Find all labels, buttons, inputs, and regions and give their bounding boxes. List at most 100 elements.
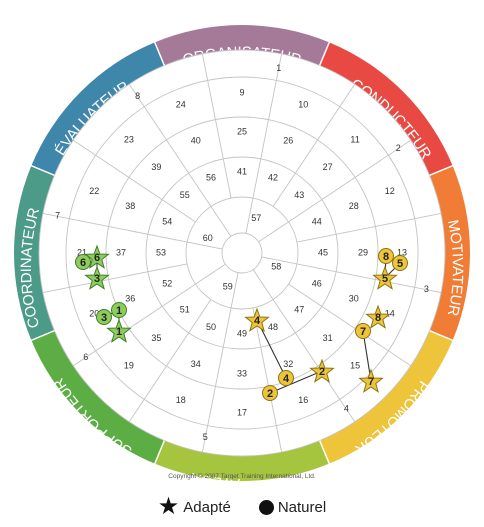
marker-number: 3 [94,273,100,285]
legend-adapted: ★ Adapté [158,495,231,519]
rim-divider-0 [153,40,166,66]
marker-connection [269,370,323,394]
yellow-marker-star: 8 [365,304,391,329]
position-number: 15 [350,360,360,370]
ring-line-1 [185,196,299,310]
position-number: 3 [424,284,429,294]
position-number: 40 [191,136,201,146]
position-number: 9 [239,87,244,97]
position-number: 10 [298,100,308,110]
rim-segments [13,25,470,481]
yellow-marker-circle: 8 [378,248,394,264]
green-marker-star: 6 [84,244,110,269]
rim-segment-5 [31,330,165,464]
radial-line-6 [252,269,356,423]
yellow-marker-star: 7 [358,368,384,393]
position-number: 7 [55,211,60,221]
position-number: 20 [89,309,99,319]
position-number: 33 [237,368,247,378]
rim-divider-1 [318,40,331,66]
circle-icon [258,499,274,515]
rim-segment-7 [31,42,165,176]
position-number: 25 [237,126,247,136]
position-number: 47 [294,305,304,315]
position-number: 35 [151,333,161,343]
position-number: 13 [397,247,407,257]
ring-line-2 [145,156,339,350]
rim-segment-4 [154,440,330,481]
position-number: 60 [203,233,213,243]
position-number: 14 [385,309,395,319]
legend: ★ Adapté Naturel [0,492,484,522]
position-number: 16 [298,395,308,405]
position-number: 31 [323,333,333,343]
radial-line-14 [128,83,232,237]
star-icon: ★ [157,493,180,520]
radial-line-2 [258,139,412,243]
rim-segment-6 [13,165,55,341]
position-number: 21 [77,247,87,257]
radial-line-15 [201,53,232,199]
position-number: 23 [124,134,134,144]
radial-line-4 [261,256,442,294]
green-marker-star: 3 [84,265,110,290]
position-number: 55 [180,190,190,200]
position-number: 51 [180,305,190,315]
position-number: 12 [385,186,395,196]
green-marker-circle: 6 [75,254,91,270]
copyright-text: Copyright © 2007 Target Training Interna… [168,472,316,480]
yellow-marker-star: 4 [244,307,270,332]
legend-natural-label: Naturel [277,498,327,516]
rim-divider-6 [29,329,55,342]
ring-line-0 [221,232,263,274]
position-number: 50 [206,322,216,332]
position-number: 27 [323,162,333,172]
radial-line-12 [42,212,223,250]
rim-divider-3 [429,329,455,342]
marker-number: 2 [319,366,325,378]
marker-number: 6 [80,257,86,269]
position-number: 17 [237,407,247,417]
radial-line-13 [72,139,196,223]
marker-number: 4 [254,315,261,327]
yellow-marker-circle: 2 [262,385,278,401]
position-number: 19 [124,360,134,370]
radial-line-5 [288,283,412,367]
yellow-marker-circle: 4 [278,370,294,386]
radial-line-10 [72,263,226,367]
radial-line-7 [252,307,283,453]
position-number: 26 [283,136,293,146]
rim-divider-7 [29,164,55,177]
position-number: 45 [318,247,328,257]
position-number: 37 [116,247,126,257]
position-number: 34 [191,359,201,369]
position-number: 53 [156,247,166,257]
position-number: 4 [344,404,349,414]
position-number: 39 [151,162,161,172]
position-number: 24 [176,100,186,110]
position-number: 32 [283,359,293,369]
ring-line-3 [105,116,379,390]
position-number: 2 [396,143,401,153]
position-number: 6 [83,352,88,362]
yellow-marker-star: 5 [372,265,398,290]
radial-line-3 [296,212,442,243]
ring-line-4 [65,76,419,430]
marker-number: 7 [360,326,366,338]
position-number: 36 [125,294,135,304]
position-number: 44 [312,216,322,226]
position-number: 46 [312,278,322,288]
rim-segment-3 [319,330,453,464]
radial-line-1 [272,83,356,207]
marker-number: 8 [383,251,389,263]
wheel-gridlines [29,40,455,466]
position-number: 49 [237,328,247,338]
position-number: 41 [237,166,247,176]
radial-line-11 [42,263,188,294]
position-number: 43 [294,190,304,200]
position-number: 42 [268,173,278,183]
position-number: 59 [223,282,233,292]
marker-number: 6 [94,252,100,264]
legend-adapted-label: Adapté [183,498,231,516]
